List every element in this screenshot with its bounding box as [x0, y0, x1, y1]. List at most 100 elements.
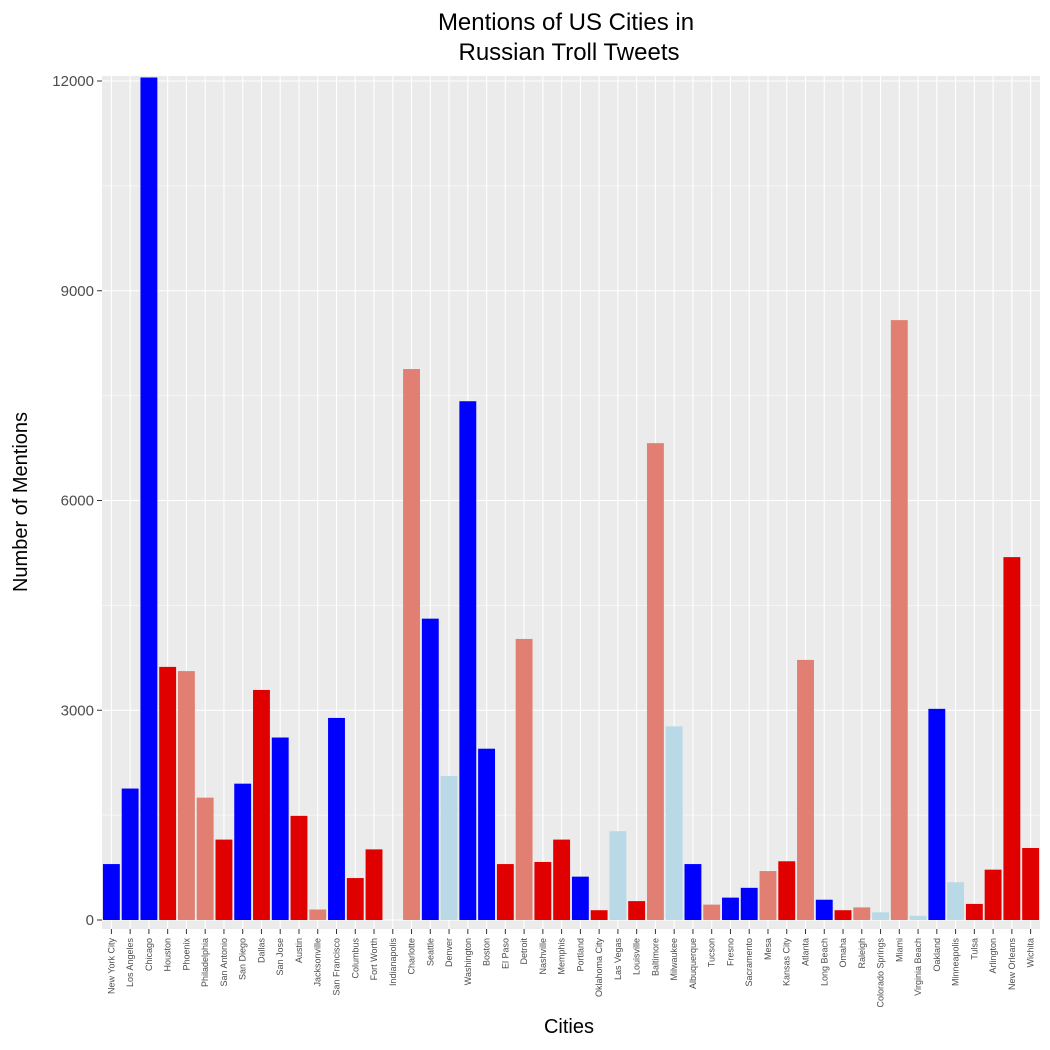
x-tick-label: Minneapolis	[951, 938, 961, 987]
bar-detroit	[515, 638, 533, 920]
x-tick-label: Las Vegas	[613, 938, 623, 981]
x-tick-label: San Diego	[238, 938, 248, 980]
x-tick-label: Atlanta	[801, 938, 811, 966]
y-tick-label: 3000	[61, 702, 94, 719]
chart-title-line-2: Russian Troll Tweets	[459, 39, 680, 66]
bar-new-orleans	[1003, 557, 1021, 920]
bar-albuquerque	[684, 864, 702, 920]
x-tick-label: San Antonio	[219, 938, 229, 987]
x-tick-label: Albuquerque	[688, 938, 698, 989]
x-tick-label: Colorado Springs	[876, 938, 886, 1008]
bar-atlanta	[797, 659, 814, 920]
bar-jacksonville	[309, 909, 327, 920]
bar-kansas-city	[778, 861, 796, 920]
x-tick-label: San Jose	[275, 938, 285, 976]
x-tick-label: Houston	[163, 938, 173, 972]
x-tick-label: Tucson	[707, 938, 717, 967]
bar-san-francisco	[328, 717, 345, 920]
x-tick-label: Omaha	[838, 938, 848, 968]
x-tick-label: Nashville	[538, 938, 548, 975]
x-tick-label: Louisville	[632, 938, 642, 975]
x-tick-label: Milwaukee	[669, 938, 679, 981]
bar-washington	[459, 401, 477, 920]
x-tick-label: Mesa	[763, 938, 773, 960]
x-tick-label: New York City	[106, 938, 116, 995]
bar-charlotte	[403, 369, 420, 921]
bar-oakland	[928, 708, 946, 920]
bar-louisville	[628, 901, 646, 920]
bar-denver	[440, 775, 458, 920]
bar-los-angeles	[121, 788, 139, 920]
bar-new-york-city	[102, 864, 120, 920]
bar-nashville	[534, 861, 552, 920]
x-tick-label: Oklahoma City	[594, 938, 604, 998]
x-tick-label: Oakland	[932, 938, 942, 972]
x-tick-label: Phoenix	[181, 938, 191, 971]
x-tick-label: Boston	[482, 938, 492, 966]
x-tick-label: Chicago	[144, 938, 154, 971]
bar-wichita	[1022, 847, 1040, 920]
y-tick-label: 12000	[52, 73, 94, 90]
x-axis: New York City Los Angeles Chicago Houston Ph…	[106, 929, 1036, 1008]
x-tick-label: Arlington	[988, 938, 998, 974]
y-axis-title: Number of Mentions	[10, 412, 32, 592]
x-axis-title: Cities	[544, 1016, 594, 1038]
bar-el-paso	[496, 864, 514, 920]
x-tick-label: El Paso	[500, 938, 510, 969]
bar-chicago	[140, 77, 158, 921]
x-tick-label: Wichita	[1026, 938, 1036, 968]
bar-miami	[890, 320, 908, 920]
bar-minneapolis	[947, 882, 965, 920]
bar-seattle	[421, 618, 439, 920]
x-tick-label: Indianapolis	[388, 938, 398, 987]
y-axis: 0 3000 6000 9000 12000	[52, 73, 102, 929]
bar-oklahoma-city	[590, 910, 608, 920]
x-tick-label: Fort Worth	[369, 938, 379, 980]
x-tick-label: Memphis	[557, 938, 567, 975]
x-tick-label: Detroit	[519, 938, 529, 965]
bar-fresno	[722, 897, 739, 920]
bar-virginia-beach	[909, 915, 927, 920]
bar-colorado-springs	[872, 912, 889, 920]
bar-sacramento	[740, 887, 758, 920]
x-tick-label: Washington	[463, 938, 473, 985]
bar-raleigh	[853, 907, 871, 920]
bar-long-beach	[815, 899, 833, 920]
bar-baltimore	[646, 443, 664, 920]
bar-san-diego	[234, 783, 252, 920]
x-tick-label: Miami	[894, 938, 904, 962]
x-tick-label: Austin	[294, 938, 304, 963]
bar-milwaukee	[665, 726, 683, 920]
x-tick-label: Raleigh	[857, 938, 867, 969]
bar-fort-worth	[365, 849, 383, 920]
x-tick-label: Fresno	[725, 938, 735, 966]
x-tick-label: Sacramento	[744, 938, 754, 987]
bar-portland	[571, 876, 589, 920]
x-tick-label: San Francisco	[332, 938, 342, 996]
x-tick-label: Jacksonville	[313, 938, 323, 987]
y-tick-label: 0	[86, 912, 94, 929]
bar-tucson	[703, 904, 721, 920]
x-tick-label: Denver	[444, 938, 454, 967]
x-tick-label: Baltimore	[650, 938, 660, 976]
y-tick-label: 6000	[61, 493, 94, 510]
bar-memphis	[553, 839, 571, 920]
bar-tulsa	[965, 903, 983, 920]
x-tick-label: Virginia Beach	[913, 938, 923, 996]
bar-houston	[159, 666, 177, 920]
x-tick-label: Kansas City	[782, 938, 792, 987]
bar-las-vegas	[609, 831, 627, 920]
x-tick-label: Tulsa	[969, 938, 979, 960]
bar-arlington	[984, 869, 1002, 920]
bar-mesa	[759, 871, 777, 920]
x-tick-label: Charlotte	[407, 938, 417, 975]
bar-san-jose	[271, 737, 289, 920]
bar-omaha	[834, 910, 852, 920]
bar-boston	[478, 748, 496, 920]
bar-dallas	[253, 689, 270, 920]
y-tick-label: 9000	[61, 283, 94, 300]
bar-phoenix	[177, 671, 195, 920]
x-tick-label: Seattle	[425, 938, 435, 966]
